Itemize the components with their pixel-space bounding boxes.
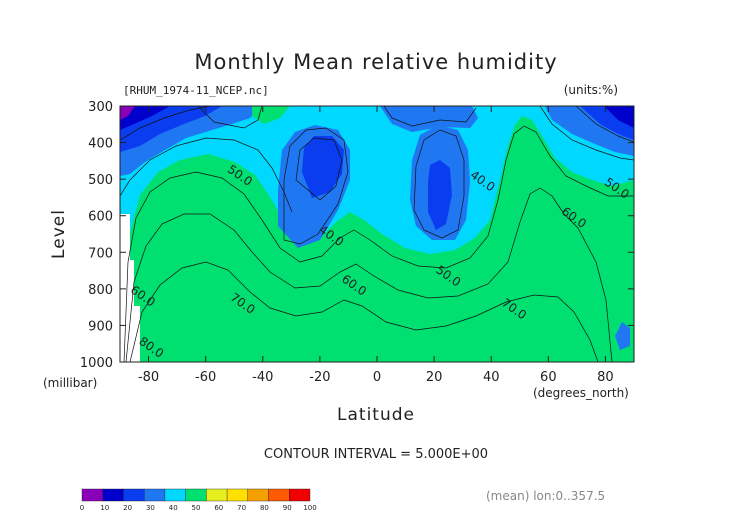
region-50-60-top xyxy=(252,106,290,124)
colorbar-swatch xyxy=(206,488,228,502)
x-units-label: (degrees_north) xyxy=(533,386,629,400)
colorbar-tick-label: 90 xyxy=(283,504,292,512)
y-units-label: (millibar) xyxy=(43,376,97,390)
x-axis: -80 -60 -40 -20 0 20 40 60 80 xyxy=(138,106,614,385)
x-tick-label: -40 xyxy=(252,370,273,385)
colorbar-swatch xyxy=(102,488,124,502)
colorbar-swatch xyxy=(123,488,145,502)
y-tick-label: 600 xyxy=(88,210,113,225)
y-axis: 300 400 500 600 700 800 900 1000 xyxy=(80,100,634,371)
plot-area: 50.040.040.0 50.060.050.060.070.0 70.060.0… xyxy=(120,106,634,362)
y-tick-label: 800 xyxy=(88,283,113,298)
x-tick-label: -20 xyxy=(309,370,330,385)
region-40-50-pocket xyxy=(615,322,630,350)
y-tick-label: 300 xyxy=(88,100,113,115)
y-axis-label: Level xyxy=(49,209,69,259)
colorbar-swatch xyxy=(247,488,269,502)
x-tick-label: 0 xyxy=(373,370,381,385)
contour-interval-text: CONTOUR INTERVAL = 5.000E+00 xyxy=(264,447,488,462)
region-50-60 xyxy=(120,116,634,362)
y-tick-label: 700 xyxy=(88,246,113,261)
colorbar-swatch xyxy=(185,488,207,502)
contour-line xyxy=(413,129,465,239)
colorbar-tick-label: 0 xyxy=(80,504,84,512)
contour-lines xyxy=(120,106,634,362)
colorbar-tick-label: 50 xyxy=(192,504,201,512)
averaging-note: (mean) lon:0..357.5 xyxy=(486,489,605,503)
contour-line xyxy=(383,106,477,127)
colorbar-swatch xyxy=(143,488,166,502)
x-tick-label: 80 xyxy=(597,370,614,385)
file-label: [RHUM_1974-11_NCEP.nc] xyxy=(123,84,269,97)
units-label: (units:%) xyxy=(564,83,618,97)
colorbar-tick-label: 20 xyxy=(123,504,132,512)
x-tick-label: 20 xyxy=(426,370,443,385)
x-tick-label: -80 xyxy=(138,370,159,385)
y-tick-label: 1000 xyxy=(80,356,113,371)
region-10-20-northpole xyxy=(604,106,634,128)
contour-line xyxy=(575,106,634,143)
colorbar: 0 10 20 30 40 50 60 70 80 90 100 xyxy=(80,488,317,512)
contour-line xyxy=(295,137,343,201)
colorbar-tick-label: 40 xyxy=(169,504,178,512)
contour-line xyxy=(539,106,634,161)
region-0-10-southpole xyxy=(120,106,135,120)
region-40-50-top xyxy=(380,106,478,132)
contour-line xyxy=(197,106,263,129)
colorbar-swatch xyxy=(268,488,290,502)
contour-line xyxy=(125,187,613,362)
colorbar-tick-label: 80 xyxy=(260,504,269,512)
colorbar-swatch xyxy=(226,488,249,502)
region-30-40-south xyxy=(302,136,344,198)
contour-line xyxy=(129,261,599,362)
x-tick-label: 60 xyxy=(540,370,557,385)
colorbar-tick-label: 30 xyxy=(146,504,155,512)
colorbar-tick-label: 60 xyxy=(214,504,223,512)
x-axis-label: Latitude xyxy=(337,405,415,425)
colorbar-swatch xyxy=(81,488,103,502)
y-tick-label: 500 xyxy=(88,173,113,188)
colorbar-swatch xyxy=(164,488,186,502)
contour-line xyxy=(123,125,634,362)
contour-line xyxy=(120,137,293,213)
y-tick-label: 900 xyxy=(88,319,113,334)
contour-line xyxy=(283,127,349,245)
colorbar-swatch xyxy=(289,488,311,502)
colorbar-tick-label: 70 xyxy=(237,504,246,512)
region-10-20-southpole xyxy=(120,106,170,130)
colorbar-tick-label: 10 xyxy=(100,504,109,512)
region-30-40-north xyxy=(428,160,452,230)
x-tick-label: 40 xyxy=(483,370,500,385)
colorbar-tick-label: 100 xyxy=(303,504,316,512)
y-tick-label: 400 xyxy=(88,137,113,152)
contour-line xyxy=(120,106,211,141)
chart-title: Monthly Mean relative humidity xyxy=(194,50,557,74)
x-tick-label: -60 xyxy=(195,370,216,385)
